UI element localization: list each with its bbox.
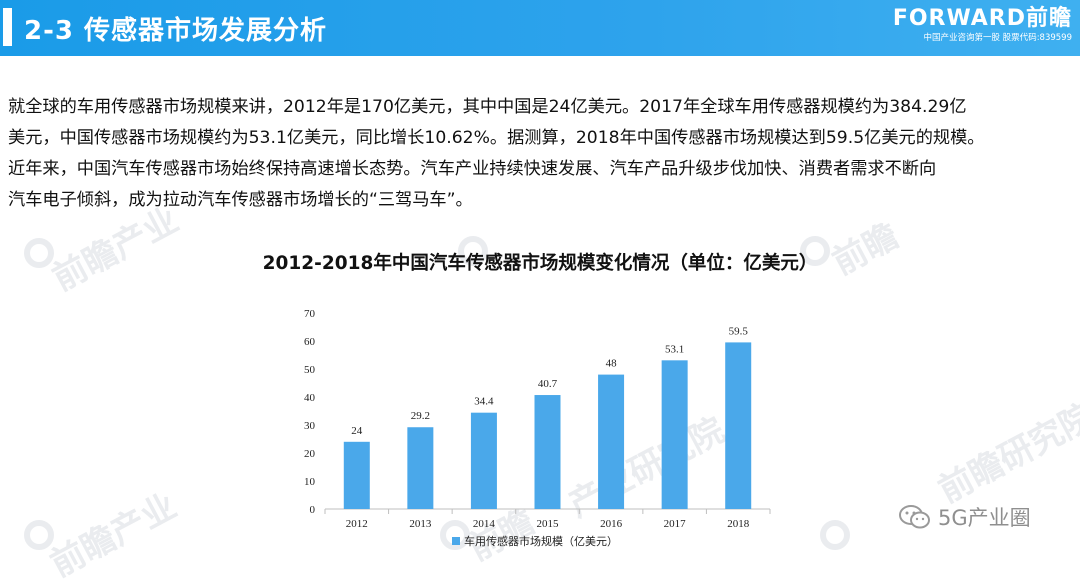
- value-label: 24: [351, 425, 363, 437]
- y-tick-label: 70: [304, 308, 316, 320]
- bar-2018: [725, 342, 752, 509]
- watermark-logo-icon: [458, 236, 488, 266]
- source-stamp-text: 5G产业圈: [938, 506, 1031, 530]
- y-tick-label: 50: [304, 364, 316, 376]
- x-axis: 2012 2013 2014 2015 2016 2017 2018: [324, 508, 771, 530]
- legend: 车用传感器市场规模（亿美元）: [452, 534, 618, 548]
- y-tick-label: 0: [310, 504, 316, 516]
- x-tick-label: 2016: [600, 518, 623, 530]
- watermark-logo-icon: [24, 520, 54, 550]
- value-label: 29.2: [411, 410, 430, 422]
- brand-logo: FORWARD前瞻 中国产业咨询第一股 股票代码:839599: [882, 7, 1072, 45]
- value-labels: 24 29.2 34.4 40.7 48 53.1 59.5: [351, 325, 748, 436]
- bar-2014: [470, 412, 497, 509]
- legend-swatch: [452, 537, 460, 545]
- bar-2013: [407, 427, 434, 509]
- bar-2015: [534, 395, 561, 509]
- x-tick-label: 2017: [664, 518, 687, 530]
- brand-tagline: 中国产业咨询第一股 股票代码:839599: [923, 33, 1072, 43]
- paragraph-line: 汽车电子倾斜，成为拉动汽车传感器市场增长的“三驾马车”。: [8, 190, 473, 210]
- y-tick-label: 10: [304, 476, 316, 488]
- x-tick-label: 2012: [346, 518, 368, 530]
- x-tick-label: 2015: [537, 518, 560, 530]
- paragraph-line: 就全球的车用传感器市场规模来讲，2012年是170亿美元，其中中国是24亿美元。…: [8, 97, 967, 117]
- value-label: 48: [606, 358, 618, 370]
- x-tick-label: 2014: [473, 518, 496, 530]
- x-tick-label: 2018: [727, 518, 750, 530]
- bar-chart: 0 10 20 30 40 50 60 70 2012 2013 2014 2015 2016 2017…: [304, 308, 771, 548]
- legend-label: 车用传感器市场规模（亿美元）: [464, 534, 618, 548]
- intro-paragraph: 就全球的车用传感器市场规模来讲，2012年是170亿美元，其中中国是24亿美元。…: [8, 92, 1074, 216]
- y-tick-label: 30: [304, 420, 316, 432]
- title-marker: [3, 8, 12, 46]
- value-label: 34.4: [474, 396, 494, 408]
- y-axis: 0 10 20 30 40 50 60 70: [304, 308, 316, 516]
- y-tick-label: 60: [304, 336, 316, 348]
- wechat-icon: [898, 504, 932, 530]
- bar-2012: [343, 441, 370, 509]
- y-tick-label: 40: [304, 392, 316, 404]
- value-label: 40.7: [538, 378, 558, 390]
- header-bar: 2-3 传感器市场发展分析 FORWARD前瞻 中国产业咨询第一股 股票代码:8…: [0, 0, 1080, 56]
- x-tick-label: 2013: [409, 518, 432, 530]
- bars: [343, 342, 752, 509]
- brand-logo-text: FORWARD前瞻: [892, 6, 1072, 31]
- watermark-logo-icon: [24, 238, 54, 268]
- watermark-logo-icon: [800, 236, 830, 266]
- paragraph-line: 美元，中国传感器市场规模约为53.1亿美元，同比增长10.62%。据测算，201…: [8, 128, 985, 148]
- paragraph-line: 近年来，中国汽车传感器市场始终保持高速增长态势。汽车产业持续快速发展、汽车产品升…: [8, 159, 937, 179]
- bar-2016: [598, 374, 625, 509]
- bar-2017: [661, 360, 688, 509]
- watermark-logo-icon: [440, 520, 470, 550]
- chart-title: 2012-2018年中国汽车传感器市场规模变化情况（单位：亿美元）: [262, 253, 818, 274]
- y-tick-label: 20: [304, 448, 316, 460]
- value-label: 59.5: [729, 325, 749, 337]
- value-label: 53.1: [665, 343, 684, 355]
- watermark-logo-icon: [820, 520, 850, 550]
- source-stamp: 5G产业圈: [898, 502, 1031, 532]
- page-title: 2-3 传感器市场发展分析: [24, 16, 328, 46]
